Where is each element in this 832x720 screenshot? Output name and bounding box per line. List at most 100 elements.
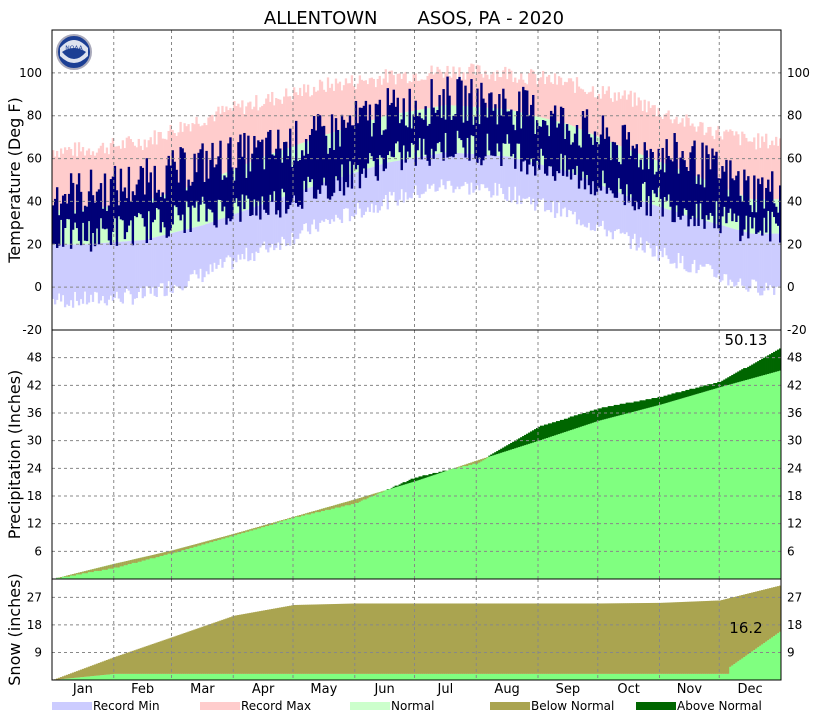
snow-observed-bar bbox=[665, 673, 668, 680]
record-max-bar bbox=[169, 124, 172, 193]
snow-below-bar bbox=[205, 625, 208, 674]
record-max-bar bbox=[671, 123, 674, 167]
snow-observed-bar bbox=[75, 677, 79, 680]
record-min-bar bbox=[81, 244, 85, 304]
record-max-bar bbox=[97, 148, 101, 208]
precip-above-bar bbox=[599, 408, 603, 421]
precip-normal-bar bbox=[659, 404, 662, 579]
record-min-bar bbox=[679, 213, 682, 264]
precip-normal-bar bbox=[755, 377, 758, 579]
precip-normal-bar bbox=[609, 417, 613, 579]
record-min-bar bbox=[203, 224, 206, 278]
precip-normal-bar bbox=[458, 466, 461, 579]
observed-temp-bar bbox=[775, 206, 778, 224]
record-max-bar bbox=[510, 70, 513, 111]
precip-above-bar bbox=[707, 384, 710, 391]
observed-temp-bar bbox=[350, 125, 354, 189]
record-max-bar bbox=[227, 110, 230, 172]
observed-temp-bar bbox=[627, 132, 631, 203]
record-min-bar bbox=[121, 241, 125, 304]
record-max-bar bbox=[448, 75, 451, 106]
precip-above-bar bbox=[771, 353, 774, 373]
snow-observed-bar bbox=[147, 673, 150, 680]
observed-temp-bar bbox=[741, 201, 744, 236]
precip-normal-bar bbox=[701, 392, 704, 579]
observed-temp-bar bbox=[450, 119, 453, 157]
snow-below-bar bbox=[476, 603, 479, 674]
snow-observed-bar bbox=[131, 673, 135, 680]
observed-temp-bar bbox=[520, 128, 523, 172]
snow-below-bar bbox=[125, 652, 129, 674]
snow-below-bar bbox=[534, 603, 537, 674]
precip-above-bar bbox=[438, 471, 441, 474]
precip-above-bar bbox=[597, 408, 601, 421]
record-min-bar bbox=[549, 167, 553, 213]
record-max-bar bbox=[316, 90, 320, 138]
snow-below-bar bbox=[563, 603, 567, 674]
snow-below-bar bbox=[528, 603, 531, 674]
observed-temp-bar bbox=[619, 164, 623, 189]
normal-bar bbox=[715, 184, 718, 224]
record-min-bar bbox=[532, 162, 535, 199]
observed-temp-bar bbox=[221, 179, 224, 212]
observed-temp-bar bbox=[621, 125, 625, 195]
snow-observed-bar bbox=[486, 673, 489, 680]
precip-below-bar bbox=[257, 526, 260, 529]
record-min-bar bbox=[378, 164, 381, 211]
snow-below-bar bbox=[298, 604, 302, 674]
precip-above-bar bbox=[583, 413, 587, 426]
record-min-bar bbox=[635, 199, 638, 251]
observed-temp-bar bbox=[480, 82, 483, 166]
snow-observed-bar bbox=[581, 673, 585, 680]
observed-temp-bar bbox=[133, 195, 137, 216]
record-max-bar bbox=[436, 66, 439, 107]
snow-below-bar bbox=[213, 622, 216, 674]
snow-below-bar bbox=[217, 621, 220, 674]
snow-observed-bar bbox=[372, 673, 376, 680]
observed-temp-bar bbox=[603, 138, 607, 184]
record-max-bar bbox=[763, 141, 766, 200]
snow-observed-bar bbox=[462, 673, 465, 680]
record-max-bar bbox=[59, 148, 63, 210]
snow-below-bar bbox=[133, 650, 137, 674]
snow-observed-bar bbox=[386, 673, 390, 680]
record-min-bar bbox=[382, 163, 385, 200]
precip-above-bar bbox=[615, 404, 619, 417]
snow-below-bar bbox=[524, 603, 527, 674]
record-min-bar bbox=[312, 186, 316, 220]
record-min-bar bbox=[583, 178, 587, 227]
record-max-bar bbox=[177, 132, 180, 191]
record-min-bar bbox=[545, 166, 549, 211]
precip-normal-bar bbox=[623, 414, 627, 579]
snow-observed-bar bbox=[504, 673, 507, 680]
precip-tick-left: 48 bbox=[27, 351, 42, 365]
precip-above-bar bbox=[747, 366, 750, 380]
precip-below-bar bbox=[201, 542, 204, 545]
normal-bar bbox=[767, 199, 770, 234]
observed-temp-bar bbox=[203, 181, 206, 204]
observed-temp-bar bbox=[593, 131, 597, 196]
record-min-bar bbox=[243, 210, 246, 260]
precip-normal-bar bbox=[637, 410, 640, 579]
precip-normal-bar bbox=[551, 436, 555, 579]
snow-observed-bar bbox=[667, 673, 670, 680]
record-min-bar bbox=[673, 211, 676, 263]
observed-temp-bar bbox=[779, 185, 782, 243]
record-max-bar bbox=[733, 135, 736, 193]
record-max-bar bbox=[191, 123, 194, 186]
observed-temp-bar bbox=[273, 155, 276, 192]
precip-below-bar bbox=[366, 495, 370, 499]
snow-observed-bar bbox=[63, 678, 67, 680]
record-max-bar bbox=[553, 73, 557, 121]
record-min-bar bbox=[621, 194, 624, 233]
record-min-bar bbox=[775, 233, 778, 288]
record-max-bar bbox=[545, 76, 549, 119]
precip-below-bar bbox=[199, 542, 202, 546]
precip-normal-bar bbox=[683, 397, 686, 579]
record-min-bar bbox=[171, 232, 174, 294]
snow-below-bar bbox=[229, 617, 232, 674]
temp-tick-right: 100 bbox=[787, 66, 810, 80]
snow-observed-bar bbox=[765, 641, 768, 680]
precip-normal-bar bbox=[436, 473, 439, 579]
record-min-bar bbox=[623, 195, 626, 235]
